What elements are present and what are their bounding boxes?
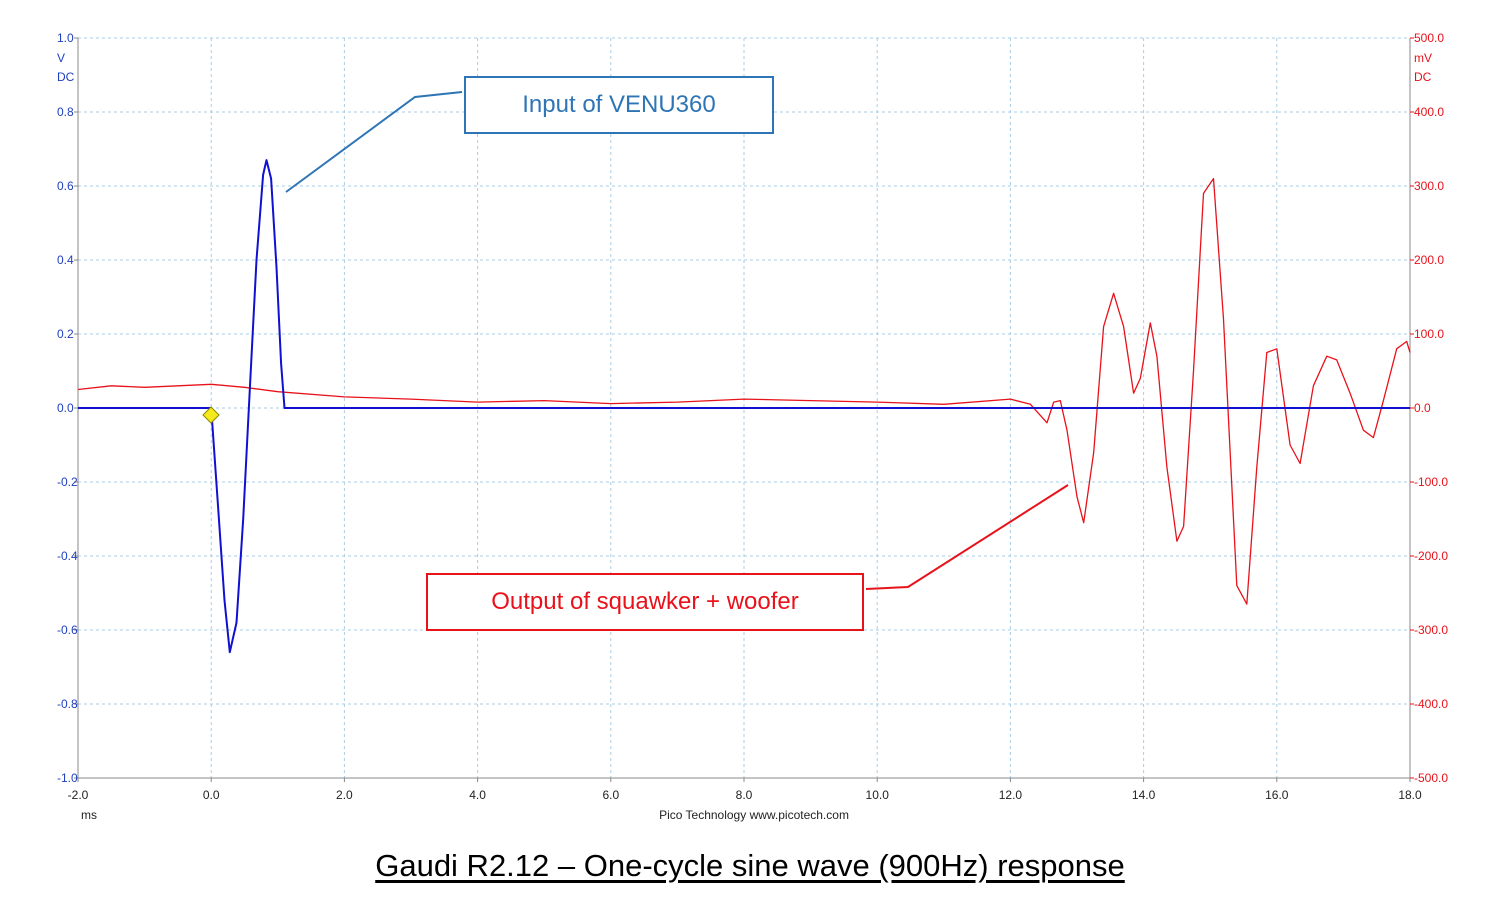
right-axis-coupling: DC — [1414, 70, 1432, 84]
left-axis-tick-label: -0.8 — [57, 697, 78, 711]
x-axis-unit: ms — [81, 808, 97, 822]
right-axis-tick-label: -200.0 — [1414, 549, 1448, 563]
right-axis-tick-label: 0.0 — [1414, 401, 1431, 415]
x-axis-tick-label: 12.0 — [999, 788, 1023, 802]
right-axis: 500.0 400.0 300.0 200.0 100.0 0.0 -100.0 -200.0… — [1409, 31, 1448, 785]
x-axis-tick-label: 6.0 — [602, 788, 619, 802]
series-line-input — [78, 159, 1410, 654]
right-axis-tick-label: 500.0 — [1414, 31, 1444, 45]
right-axis-tick-label: -300.0 — [1414, 623, 1448, 637]
input-callout-label: Input of VENU360 — [464, 76, 774, 134]
output-callout-leader — [865, 484, 1069, 590]
left-axis-tick-label: 0.0 — [57, 401, 74, 415]
left-axis-tick-label: -0.2 — [57, 475, 78, 489]
left-axis-tick-label: 0.4 — [57, 253, 74, 267]
right-axis-tick-label: 100.0 — [1414, 327, 1444, 341]
right-axis-tick-label: -100.0 — [1414, 475, 1448, 489]
x-axis-tick-label: 14.0 — [1132, 788, 1156, 802]
left-axis-unit: V — [57, 51, 65, 65]
left-axis-tick-label: -1.0 — [57, 771, 78, 785]
x-axis-tick-label: 8.0 — [736, 788, 753, 802]
x-axis: -2.0 0.0 2.0 4.0 6.0 8.0 10.0 12.0 14.0 16.0 18.0 m… — [68, 777, 1422, 822]
x-axis-tick-label: 16.0 — [1265, 788, 1289, 802]
left-axis-tick-label: 0.6 — [57, 179, 74, 193]
x-axis-tick-label: 0.0 — [203, 788, 220, 802]
figure-caption: Gaudi R2.12 – One-cycle sine wave (900Hz… — [375, 848, 1125, 883]
series-line-output — [77, 177, 1411, 605]
x-axis-tick-label: 4.0 — [469, 788, 486, 802]
footer-brand: Pico Technology www.picotech.com — [659, 808, 849, 822]
left-axis-tick-label: 0.8 — [57, 105, 74, 119]
right-axis-tick-label: -500.0 — [1414, 771, 1448, 785]
left-axis-coupling: DC — [57, 70, 75, 84]
input-callout-leader — [285, 91, 463, 193]
trigger-marker[interactable] — [202, 406, 220, 424]
output-callout-label: Output of squawker + woofer — [426, 573, 864, 631]
x-axis-tick-label: -2.0 — [68, 788, 89, 802]
callout-leader-lines — [285, 91, 1069, 590]
right-axis-tick-label: -400.0 — [1414, 697, 1448, 711]
left-axis-tick-label: 1.0 — [57, 31, 74, 45]
left-axis-tick-label: -0.4 — [57, 549, 78, 563]
right-axis-tick-label: 200.0 — [1414, 253, 1444, 267]
series-layer — [77, 159, 1411, 654]
x-axis-tick-label: 18.0 — [1398, 788, 1422, 802]
x-axis-tick-label: 10.0 — [866, 788, 890, 802]
right-axis-tick-label: 400.0 — [1414, 105, 1444, 119]
x-axis-tick-label: 2.0 — [336, 788, 353, 802]
left-axis-tick-label: 0.2 — [57, 327, 74, 341]
right-axis-tick-label: 300.0 — [1414, 179, 1444, 193]
left-axis: 1.0 0.8 0.6 0.4 0.2 0.0 -0.2 -0.4 -0.6 -0.8 -1.0 VD… — [57, 31, 79, 785]
left-axis-tick-label: -0.6 — [57, 623, 78, 637]
right-axis-unit: mV — [1414, 51, 1432, 65]
